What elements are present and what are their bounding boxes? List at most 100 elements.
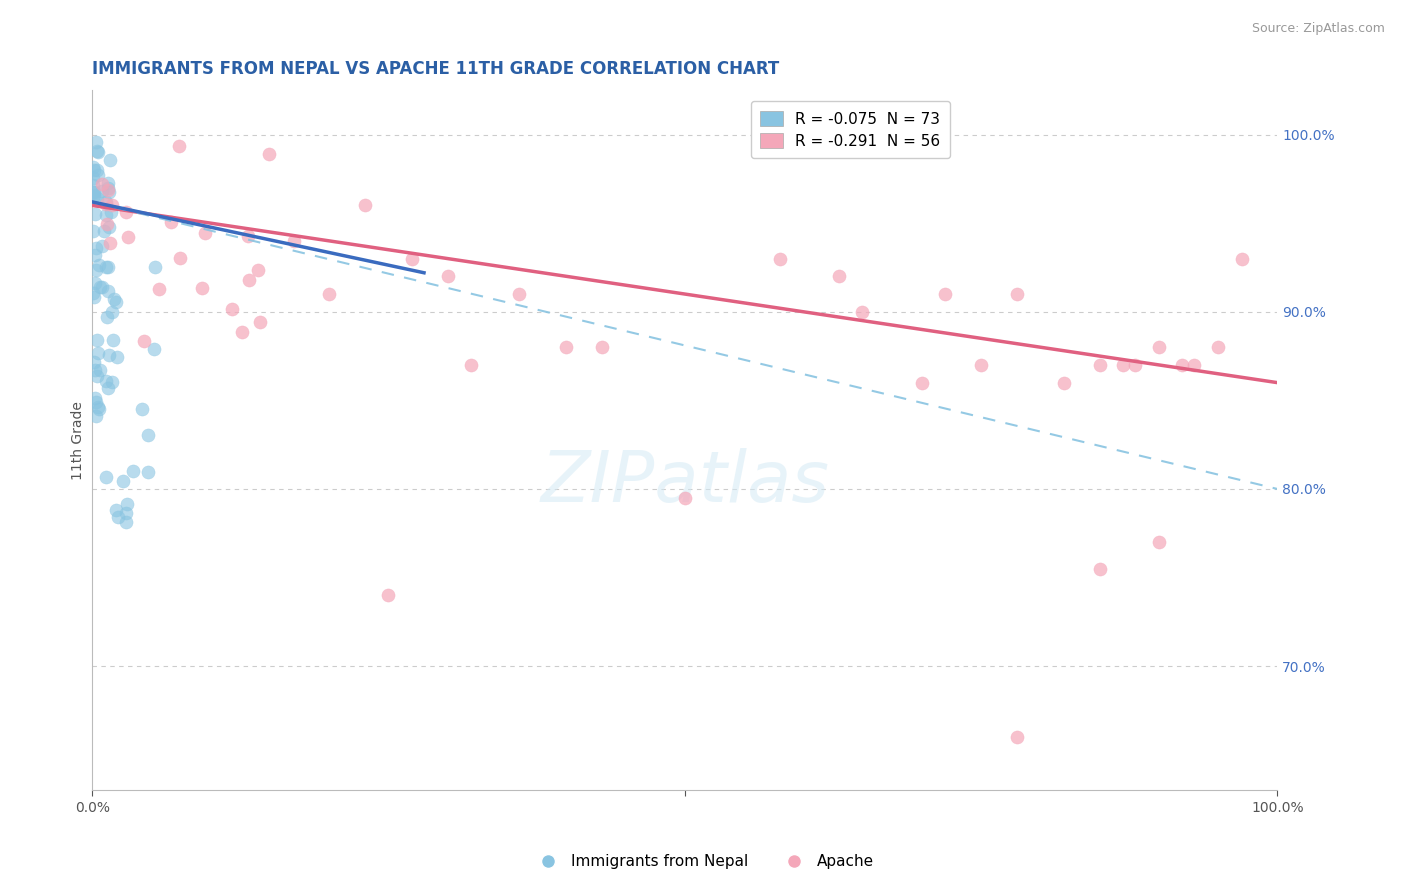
Point <box>1206 340 1229 354</box>
Point <box>100 198 122 212</box>
Point <box>97 176 120 190</box>
Point <box>91 239 114 253</box>
Point <box>122 464 145 478</box>
Point <box>89 363 111 377</box>
Point <box>87 145 110 159</box>
Point <box>136 427 159 442</box>
Point <box>94 208 117 222</box>
Point <box>117 230 139 244</box>
Point <box>94 260 117 274</box>
Y-axis label: 11th Grade: 11th Grade <box>72 401 86 480</box>
Point <box>100 375 122 389</box>
Point <box>87 400 110 414</box>
Point <box>101 305 124 319</box>
Point <box>83 185 105 199</box>
Point <box>1088 358 1111 372</box>
Point <box>1005 730 1028 744</box>
Point <box>768 252 790 266</box>
Point <box>97 180 120 194</box>
Point <box>169 138 191 153</box>
Point <box>114 515 136 529</box>
Point <box>86 333 108 347</box>
Point <box>103 292 125 306</box>
Point <box>82 171 104 186</box>
Point <box>86 144 108 158</box>
Point <box>100 204 122 219</box>
Point <box>97 219 120 234</box>
Point <box>83 189 105 203</box>
Point <box>159 215 181 229</box>
Point <box>97 260 120 274</box>
Point <box>82 160 104 174</box>
Point <box>86 168 108 182</box>
Point <box>460 358 482 372</box>
Point <box>221 301 243 316</box>
Point <box>94 374 117 388</box>
Point <box>97 347 120 361</box>
Text: Source: ZipAtlas.com: Source: ZipAtlas.com <box>1251 22 1385 36</box>
Point <box>107 510 129 524</box>
Point <box>851 304 873 318</box>
Point <box>82 190 104 204</box>
Text: IMMIGRANTS FROM NEPAL VS APACHE 11TH GRADE CORRELATION CHART: IMMIGRANTS FROM NEPAL VS APACHE 11TH GRA… <box>93 60 779 78</box>
Point <box>236 229 259 244</box>
Point <box>148 282 170 296</box>
Point <box>96 310 118 324</box>
Point <box>90 184 112 198</box>
Legend: Immigrants from Nepal, Apache: Immigrants from Nepal, Apache <box>526 848 880 875</box>
Point <box>96 217 118 231</box>
Point <box>86 162 108 177</box>
Point <box>82 224 104 238</box>
Point <box>283 234 305 248</box>
Point <box>98 153 121 168</box>
Point <box>82 178 104 193</box>
Point <box>82 285 104 300</box>
Point <box>114 205 136 219</box>
Point <box>105 350 128 364</box>
Point <box>555 340 578 354</box>
Point <box>318 287 340 301</box>
Point <box>89 401 111 416</box>
Point <box>1147 340 1170 354</box>
Point <box>134 334 156 348</box>
Point <box>94 195 117 210</box>
Point <box>97 381 120 395</box>
Point <box>238 273 260 287</box>
Point <box>93 224 115 238</box>
Point <box>94 197 117 211</box>
Point <box>87 345 110 359</box>
Point <box>257 146 280 161</box>
Point <box>1005 287 1028 301</box>
Point <box>82 186 104 200</box>
Point <box>84 263 107 277</box>
Point <box>97 284 120 298</box>
Point <box>934 287 956 301</box>
Point <box>1088 562 1111 576</box>
Point <box>1123 358 1146 372</box>
Point <box>436 269 458 284</box>
Legend: R = -0.075  N = 73, R = -0.291  N = 56: R = -0.075 N = 73, R = -0.291 N = 56 <box>751 102 949 158</box>
Point <box>96 469 118 483</box>
Point <box>246 263 269 277</box>
Point <box>86 191 108 205</box>
Point <box>83 363 105 377</box>
Point <box>828 269 851 284</box>
Point <box>143 260 166 274</box>
Point <box>1171 358 1194 372</box>
Point <box>103 334 125 348</box>
Point <box>89 258 111 272</box>
Point <box>83 276 105 290</box>
Point <box>401 252 423 266</box>
Point <box>231 325 253 339</box>
Text: ZIPatlas: ZIPatlas <box>540 448 830 516</box>
Point <box>1053 376 1076 390</box>
Point <box>84 409 107 423</box>
Point <box>86 369 108 384</box>
Point <box>97 184 120 198</box>
Point <box>84 395 107 409</box>
Point <box>169 252 191 266</box>
Point <box>111 475 134 489</box>
Point <box>100 236 122 251</box>
Point <box>194 227 217 241</box>
Point <box>115 497 138 511</box>
